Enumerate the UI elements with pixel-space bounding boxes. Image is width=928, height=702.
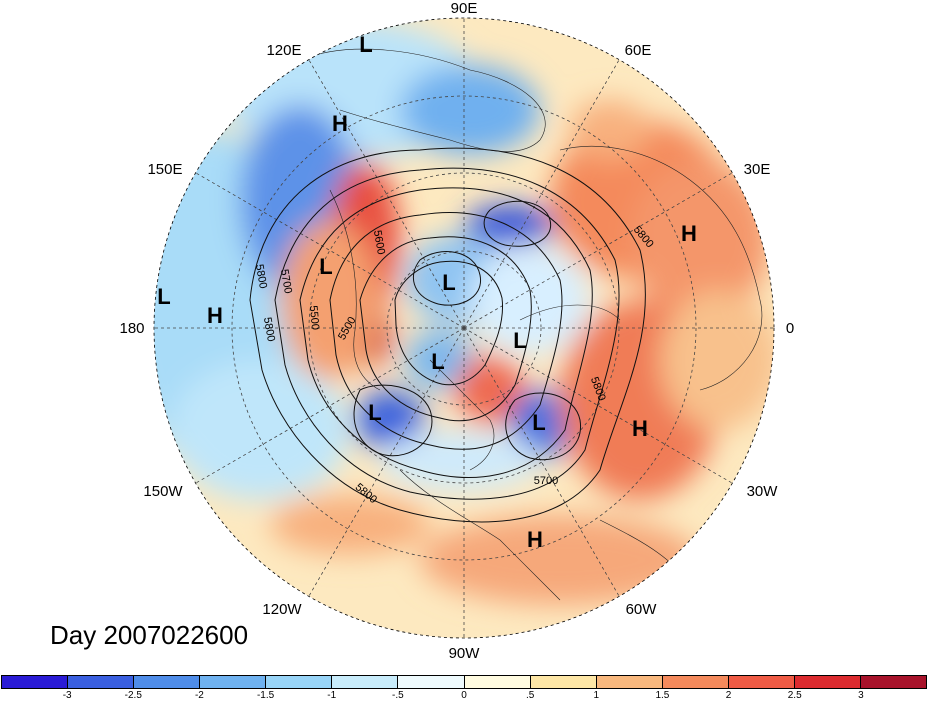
pressure-low-label: L (513, 328, 526, 353)
colorbar-cell (200, 676, 267, 688)
colorbar-tick-label: 3 (858, 690, 864, 701)
lon-label-60w: 60W (626, 601, 658, 618)
colorbar-cell (134, 676, 201, 688)
colorbar (1, 675, 927, 689)
colorbar-cell (530, 676, 597, 688)
colorbar-cell (332, 676, 399, 688)
lon-label-150e: 150E (147, 161, 182, 178)
colorbar-tick-label: -1.5 (256, 690, 275, 701)
contour-label: 5500 (307, 305, 321, 330)
pressure-high-label: H (632, 416, 648, 441)
colorbar-tick-label: 1.5 (655, 690, 670, 701)
colorbar-labels: -3 -2.5 -2 -1.5 -1 -.5 0 .5 1 1.5 2 2.5 3 (0, 690, 928, 702)
lon-label-0: 0 (786, 320, 794, 337)
colorbar-cell (2, 676, 69, 688)
contour-label: 5800 (253, 263, 269, 289)
colorbar-cell (728, 676, 795, 688)
lon-label-120w: 120W (262, 601, 302, 618)
lon-label-150w: 150W (143, 483, 183, 500)
contour-label: 5800 (261, 316, 277, 342)
colorbar-tick-label: -.5 (392, 690, 404, 701)
pressure-low-label: L (157, 284, 170, 309)
lon-label-180: 180 (119, 320, 144, 337)
colorbar-cell (596, 676, 663, 688)
colorbar-cell (794, 676, 862, 688)
lon-label-90e: 90E (451, 0, 478, 17)
pressure-low-label: L (359, 32, 372, 57)
colorbar-tick-label: -2 (194, 690, 204, 701)
pressure-high-label: H (207, 303, 223, 328)
colorbar-tick-label: .5 (525, 690, 535, 701)
colorbar-tick-label: -1 (327, 690, 337, 701)
colorbar-cell (464, 676, 531, 688)
colorbar-tick-label: 1 (593, 690, 600, 701)
pressure-low-label: L (532, 410, 545, 435)
colorbar-tick-label: 2.5 (787, 690, 802, 701)
pressure-low-label: L (431, 349, 444, 374)
lon-label-60e: 60E (625, 42, 652, 59)
colorbar-tick-label: -2.5 (124, 690, 142, 701)
colorbar-tick-label: -3 (62, 690, 72, 701)
map-boundary (153, 17, 775, 639)
contour-label: 5700 (534, 475, 558, 487)
anomaly-field (154, 18, 774, 638)
colorbar-tick-label: 0 (461, 690, 467, 701)
colorbar-tick-label: 2 (725, 690, 732, 701)
lon-label-30e: 30E (744, 161, 771, 178)
lon-label-120e: 120E (266, 42, 301, 59)
colorbar-cell (861, 676, 927, 688)
contour-label: 5700 (278, 268, 294, 294)
colorbar-cell (398, 676, 465, 688)
day-title: Day 2007022600 (50, 620, 249, 650)
polar-map: 90E 60E 30E 0 30W 60W 90W 120W 150W 180 … (119, 0, 794, 662)
contour-label: 5600 (371, 229, 387, 255)
pressure-high-label: H (332, 111, 348, 136)
lon-label-90w: 90W (449, 645, 481, 662)
colorbar-cell (662, 676, 729, 688)
colorbar-cell (68, 676, 135, 688)
pressure-low-label: L (319, 254, 332, 279)
colorbar-cell (266, 676, 333, 688)
pressure-low-label: L (442, 270, 455, 295)
pressure-high-label: H (527, 527, 543, 552)
lon-label-30w: 30W (747, 483, 779, 500)
pressure-low-label: L (368, 400, 381, 425)
pressure-high-label: H (681, 221, 697, 246)
